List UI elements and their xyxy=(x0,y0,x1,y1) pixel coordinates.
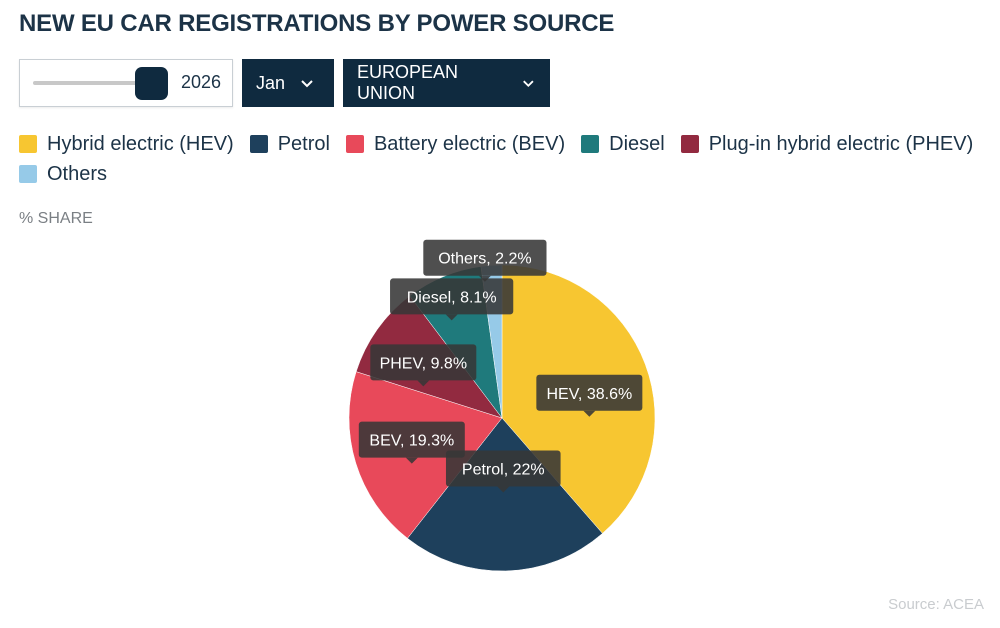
source-note: Source: ACEA xyxy=(888,596,984,613)
legend-swatch xyxy=(581,135,600,153)
legend-label: Others xyxy=(47,162,108,185)
legend-label: Hybrid electric (HEV) xyxy=(47,132,234,155)
year-slider-track[interactable] xyxy=(33,81,163,85)
data-label-petrol: Petrol, 22% xyxy=(445,450,561,493)
legend-item-others[interactable]: Others xyxy=(19,163,107,185)
legend-swatch xyxy=(19,165,37,183)
legend-swatch xyxy=(249,135,268,153)
data-label-pointer xyxy=(497,486,510,493)
data-label-phev: PHEV, 9.8% xyxy=(370,344,477,387)
data-label-pointer xyxy=(405,457,418,464)
data-label-bev: BEV, 19.3% xyxy=(358,421,465,464)
year-slider-thumb[interactable] xyxy=(134,67,168,100)
data-label-text: Petrol, 22% xyxy=(462,461,545,478)
data-label-pointer xyxy=(478,275,491,282)
region-dropdown-label: EUROPEAN UNION xyxy=(357,62,459,103)
data-label-text: PHEV, 9.8% xyxy=(380,355,467,372)
legend-label: Battery electric (BEV) xyxy=(373,132,566,155)
legend-item-bev[interactable]: Battery electric (BEV) xyxy=(345,132,566,155)
data-label-pointer xyxy=(583,410,596,417)
chart-title: NEW EU CAR REGISTRATIONS BY POWER SOURCE xyxy=(19,10,615,37)
region-dropdown[interactable]: EUROPEAN UNION xyxy=(343,59,550,107)
data-label-box xyxy=(358,421,465,458)
legend-swatch xyxy=(680,135,699,153)
chevron-down-icon xyxy=(523,80,534,88)
data-label-text: Others, 2.2% xyxy=(438,251,531,268)
data-label-box xyxy=(390,278,514,315)
data-label-others: Others, 2.2% xyxy=(423,239,547,282)
legend-swatch xyxy=(19,135,37,153)
unit-label: % SHARE xyxy=(19,210,93,227)
controls-bar: 2026 Jan EUROPEAN UNION xyxy=(19,59,550,107)
year-value: 2026 xyxy=(181,72,222,92)
legend-item-hev[interactable]: Hybrid electric (HEV) xyxy=(19,133,234,155)
legend-swatch xyxy=(345,135,364,153)
legend-label: Diesel xyxy=(609,132,665,155)
data-label-hev: HEV, 38.6% xyxy=(536,374,643,417)
legend-item-diesel[interactable]: Diesel xyxy=(581,133,665,155)
data-label-text: HEV, 38.6% xyxy=(547,386,633,403)
legend-item-phev[interactable]: Plug-in hybrid electric (PHEV) xyxy=(680,132,974,155)
data-label-diesel: Diesel, 8.1% xyxy=(390,278,514,321)
month-dropdown-label: Jan xyxy=(256,72,286,93)
pie-slice-petrol[interactable] xyxy=(407,417,603,572)
data-label-text: Diesel, 8.1% xyxy=(407,289,497,306)
legend-item-petrol[interactable]: Petrol xyxy=(249,132,330,155)
legend-label: Petrol xyxy=(277,132,330,155)
chevron-down-icon xyxy=(301,80,313,88)
chart-legend: Hybrid electric (HEV) Petrol Battery ele… xyxy=(19,133,979,185)
data-label-text: BEV, 19.3% xyxy=(369,433,454,450)
year-slider[interactable]: 2026 xyxy=(19,59,233,107)
data-label-box xyxy=(370,344,477,381)
data-label-pointer xyxy=(417,380,430,387)
data-label-pointer xyxy=(445,314,458,321)
data-label-box xyxy=(423,239,547,276)
data-label-box xyxy=(536,374,643,411)
legend-label: Plug-in hybrid electric (PHEV) xyxy=(708,132,974,155)
data-label-box xyxy=(445,450,561,487)
month-dropdown[interactable]: Jan xyxy=(242,59,334,107)
